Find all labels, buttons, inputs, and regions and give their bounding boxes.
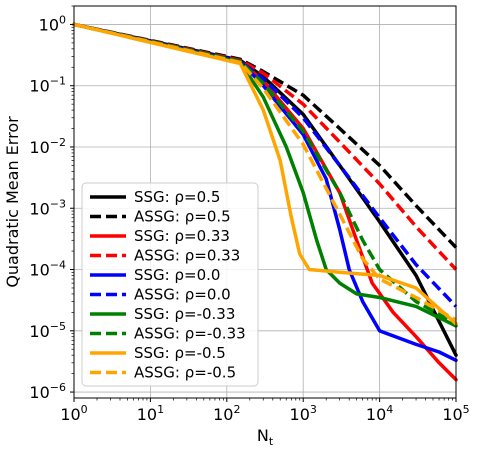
- y-tick-label: 10−1: [29, 75, 66, 96]
- legend-entry-label: SSG: ρ=0.5: [134, 188, 220, 206]
- y-tick-exponent: −3: [50, 197, 66, 210]
- x-tick-label: 100: [60, 403, 87, 424]
- y-axis-label: Quadratic Mean Error: [3, 116, 22, 288]
- legend-entry-label: ASSG: ρ=-0.33: [134, 325, 246, 343]
- x-tick-label: 104: [366, 403, 393, 424]
- y-tick-label: 10−6: [29, 381, 66, 402]
- x-tick-label: 102: [213, 403, 240, 424]
- x-tick-exponent: 3: [310, 403, 317, 416]
- legend-entry-label: ASSG: ρ=-0.5: [134, 364, 236, 382]
- x-tick-base: 10: [137, 405, 157, 424]
- y-tick-label: 10−4: [29, 259, 66, 280]
- legend-entry-label: ASSG: ρ=0.5: [134, 208, 231, 226]
- x-tick-base: 10: [442, 405, 462, 424]
- x-axis-label: Nt: [257, 426, 274, 448]
- y-tick-label: 10−3: [29, 197, 66, 218]
- legend-entry-label: SSG: ρ=-0.33: [134, 305, 235, 323]
- y-tick-label: 10−5: [29, 320, 66, 341]
- x-tick-label: 105: [442, 403, 469, 424]
- plot-frame: [73, 5, 457, 399]
- series-line: [73, 22, 458, 249]
- series-line: [72, 22, 458, 328]
- y-tick-exponent: 0: [59, 13, 66, 26]
- y-tick-exponent: −4: [50, 259, 66, 272]
- legend-entry-label: ASSG: ρ=0.0: [134, 286, 231, 304]
- y-tick-exponent: −2: [50, 136, 66, 149]
- x-tick-base: 10: [366, 405, 386, 424]
- y-tick-label: 100: [39, 13, 66, 34]
- x-tick-exponent: 0: [81, 403, 88, 416]
- series-line: [72, 22, 458, 326]
- y-tick-exponent: −5: [50, 320, 66, 333]
- x-axis-label-main: N: [257, 426, 269, 445]
- x-tick-base: 10: [213, 405, 233, 424]
- y-tick-base: 10: [29, 77, 49, 96]
- y-tick-base: 10: [29, 261, 49, 280]
- x-axis-label-subscript: t: [269, 435, 274, 448]
- series-line: [73, 22, 458, 271]
- y-tick-base: 10: [39, 15, 59, 34]
- x-tick-exponent: 1: [157, 403, 164, 416]
- legend-entry-label: SSG: ρ=0.33: [134, 227, 230, 245]
- y-tick-exponent: −6: [50, 381, 66, 394]
- y-tick-base: 10: [29, 199, 49, 218]
- x-tick-exponent: 4: [386, 403, 393, 416]
- x-tick-exponent: 5: [463, 403, 470, 416]
- series-line: [73, 22, 457, 322]
- legend-entry-label: ASSG: ρ=0.33: [134, 247, 240, 265]
- y-tick-base: 10: [29, 383, 49, 402]
- legend-entry-label: SSG: ρ=0.0: [134, 266, 220, 284]
- x-tick-label: 101: [137, 403, 164, 424]
- x-tick-exponent: 2: [233, 403, 240, 416]
- legend-entry-label: SSG: ρ=-0.5: [134, 344, 226, 362]
- series-lines: [72, 22, 458, 382]
- x-tick-base: 10: [60, 405, 80, 424]
- x-tick-label: 103: [290, 403, 317, 424]
- x-tick-base: 10: [290, 405, 310, 424]
- y-tick-label: 10−2: [29, 136, 66, 157]
- y-tick-base: 10: [29, 322, 49, 341]
- y-tick-base: 10: [29, 138, 49, 157]
- x-axis-ticks: 100 101 102 103 104 105: [60, 398, 470, 424]
- y-tick-exponent: −1: [50, 75, 66, 88]
